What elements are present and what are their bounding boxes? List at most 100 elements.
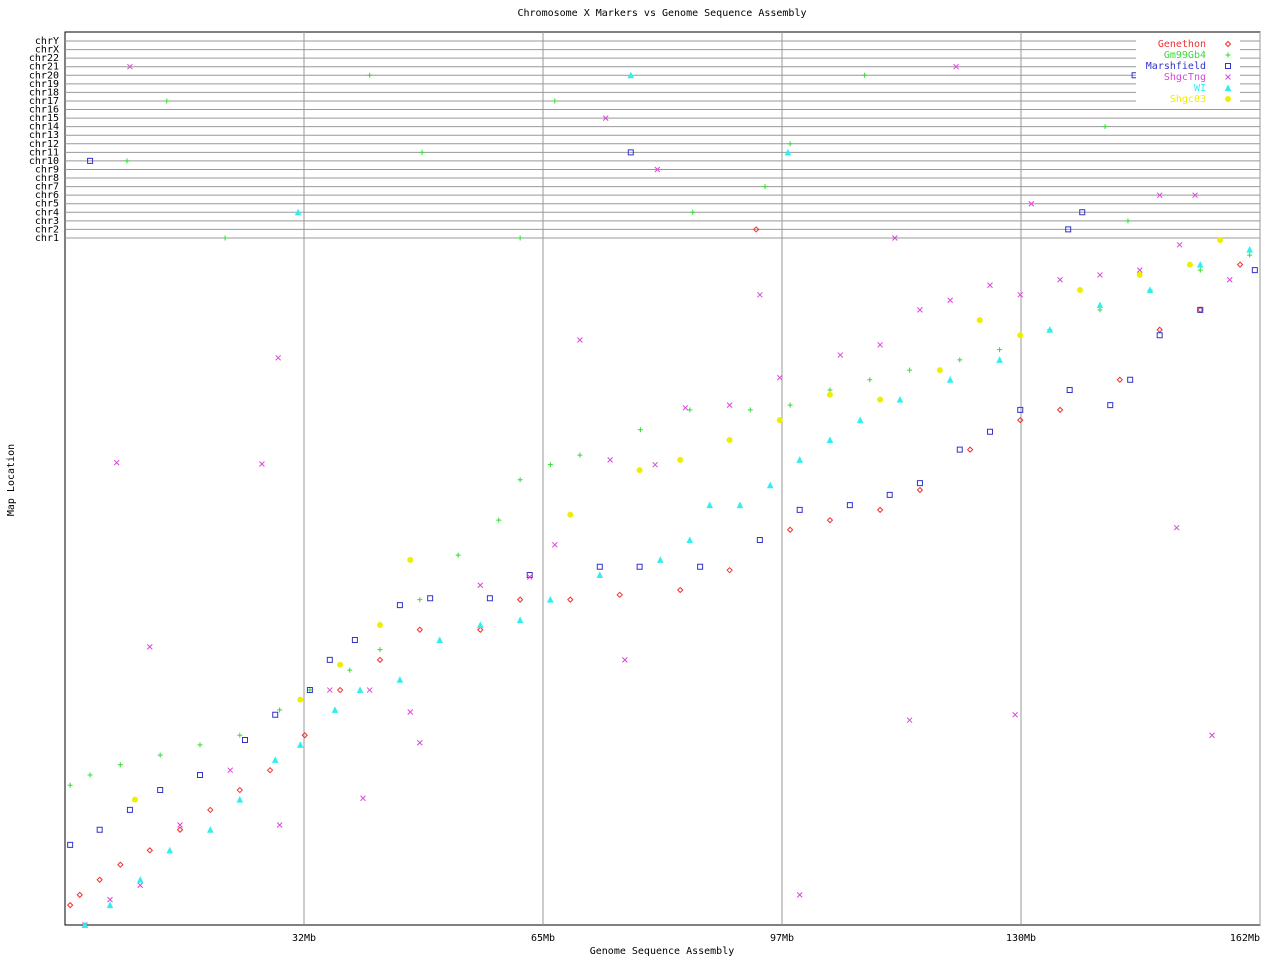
marker <box>207 826 214 833</box>
marker <box>1173 524 1180 531</box>
marker <box>776 417 783 424</box>
marker <box>1125 218 1131 224</box>
marker <box>1246 245 1253 253</box>
marker <box>654 166 661 173</box>
y-tick-label: chr7 <box>35 182 59 193</box>
marker <box>1136 271 1143 278</box>
marker <box>146 644 153 650</box>
legend-marker <box>1225 74 1231 80</box>
y-tick-label: chr20 <box>29 70 59 81</box>
marker <box>517 477 523 483</box>
marker <box>376 656 384 664</box>
marker <box>1066 387 1073 394</box>
marker <box>417 597 423 603</box>
marker <box>1028 200 1035 207</box>
marker <box>306 687 313 694</box>
marker <box>1127 376 1134 383</box>
marker <box>596 571 604 578</box>
marker <box>1017 291 1024 298</box>
marker <box>616 591 623 599</box>
marker <box>726 402 733 408</box>
marker <box>956 446 963 453</box>
y-tick-label: chrX <box>35 45 59 56</box>
marker <box>87 772 93 778</box>
marker <box>917 307 923 313</box>
marker <box>1017 416 1024 424</box>
marker <box>877 396 884 403</box>
marker <box>996 356 1003 363</box>
marker <box>124 158 130 164</box>
marker <box>367 72 373 78</box>
y-tick-label: chr11 <box>29 147 59 158</box>
marker <box>241 737 248 744</box>
y-tick-label: chr15 <box>29 113 59 124</box>
marker <box>907 367 913 373</box>
marker <box>87 157 94 164</box>
marker <box>66 901 74 909</box>
marker <box>636 467 643 474</box>
marker <box>275 354 282 361</box>
marker <box>236 796 244 803</box>
marker <box>166 846 174 854</box>
marker <box>526 574 533 580</box>
marker <box>301 732 308 739</box>
marker <box>752 226 760 233</box>
marker <box>107 896 113 903</box>
marker <box>826 516 834 524</box>
marker <box>762 184 768 190</box>
marker <box>622 657 628 663</box>
marker <box>1107 402 1114 409</box>
legend-label: Marshfield <box>1146 61 1206 72</box>
marker <box>1046 326 1054 333</box>
marker <box>677 456 684 463</box>
marker <box>1176 241 1183 248</box>
marker <box>1197 267 1203 273</box>
marker <box>953 63 959 70</box>
marker <box>867 377 873 383</box>
marker <box>577 337 583 343</box>
marker <box>237 732 243 738</box>
marker <box>419 149 425 155</box>
marker <box>67 782 73 788</box>
marker <box>1057 276 1063 283</box>
marker <box>682 404 689 411</box>
marker <box>427 595 434 602</box>
marker <box>259 461 265 467</box>
marker <box>164 98 170 104</box>
marker <box>886 491 893 498</box>
marker <box>351 637 358 644</box>
marker <box>736 501 744 509</box>
marker <box>827 387 833 393</box>
marker <box>756 537 763 544</box>
marker <box>1247 252 1253 258</box>
marker <box>96 876 103 883</box>
marker <box>627 149 634 156</box>
legend-marker <box>1224 84 1232 91</box>
y-tick-label: chr21 <box>29 62 59 73</box>
marker <box>1146 286 1154 294</box>
marker <box>1096 301 1104 309</box>
marker <box>656 556 664 563</box>
marker <box>997 347 1003 353</box>
marker <box>627 71 635 79</box>
marker <box>547 596 554 603</box>
marker <box>796 456 804 463</box>
marker <box>846 502 853 509</box>
y-axis-title: Map Location <box>6 444 17 516</box>
marker <box>906 717 913 724</box>
marker <box>1136 267 1143 273</box>
marker <box>337 661 344 668</box>
marker <box>1192 192 1198 199</box>
plot-frame <box>64 31 1261 926</box>
marker <box>552 98 558 104</box>
marker <box>331 706 339 713</box>
legend-marker <box>1225 52 1231 58</box>
marker <box>177 822 183 828</box>
marker <box>297 696 304 703</box>
marker <box>1017 332 1024 339</box>
marker <box>307 687 313 693</box>
marker <box>577 452 583 458</box>
marker <box>856 416 864 424</box>
marker <box>826 391 833 398</box>
